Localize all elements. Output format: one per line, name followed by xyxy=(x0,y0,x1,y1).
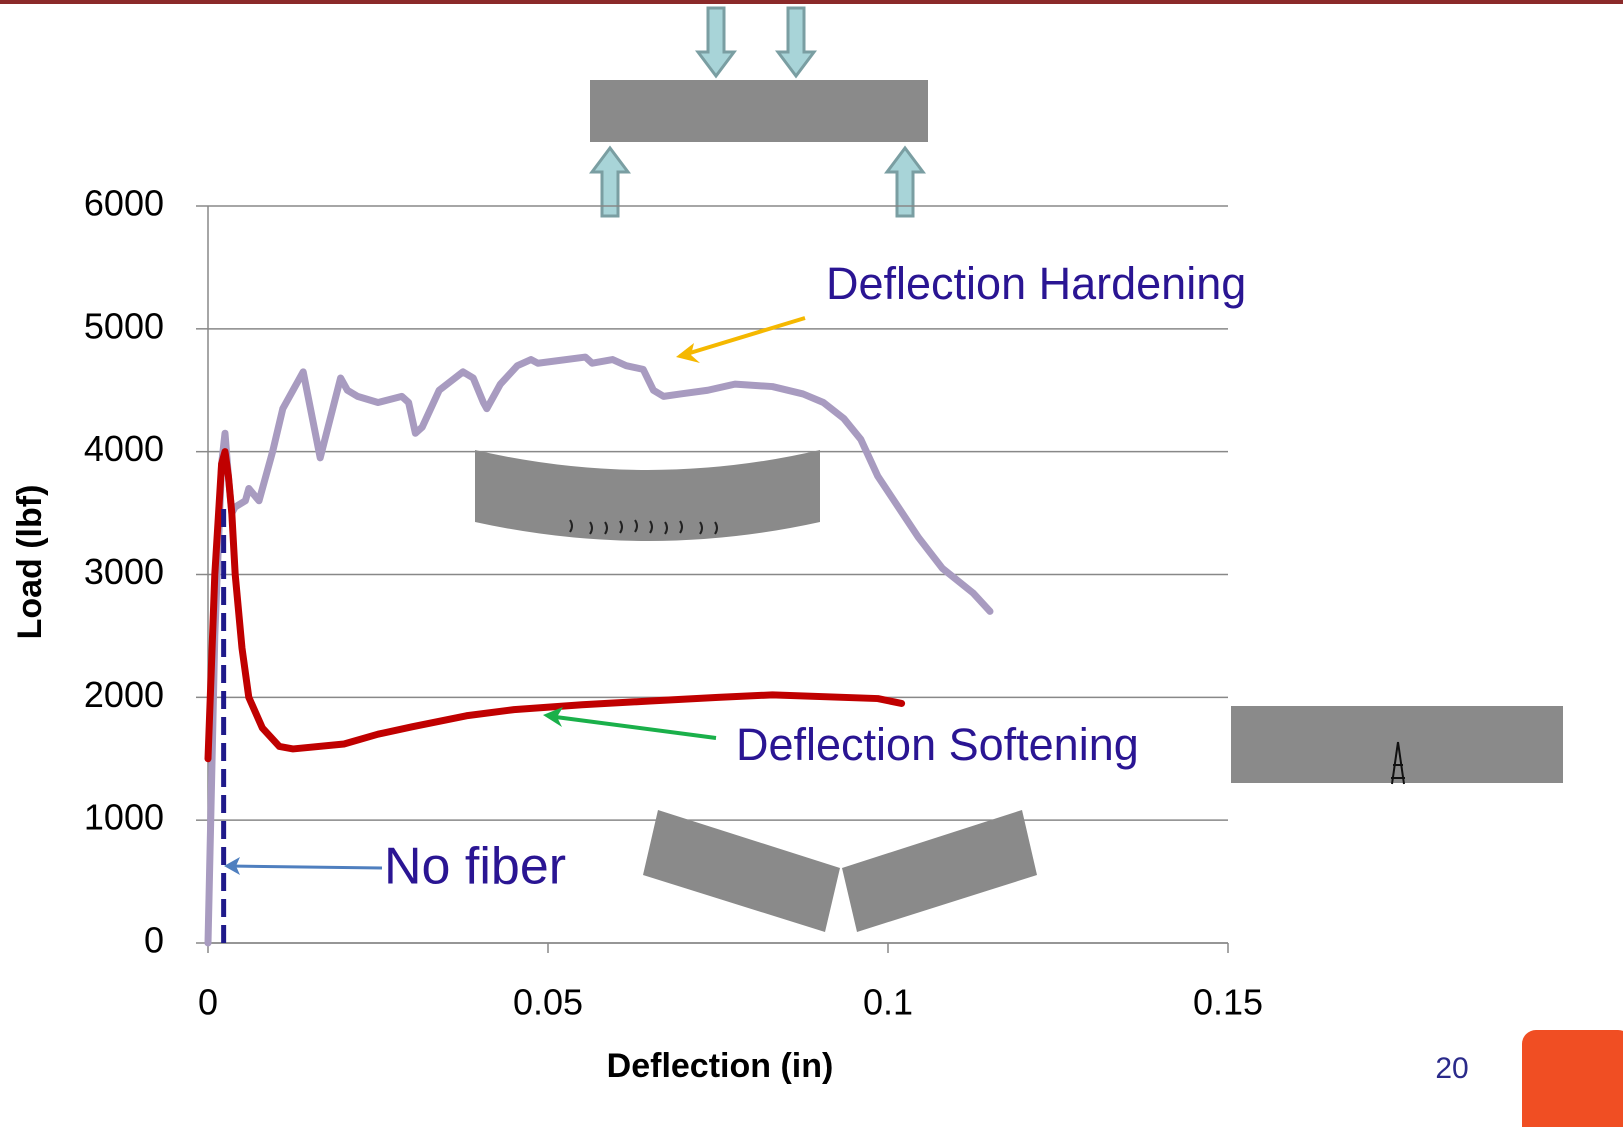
y-tick-label: 5000 xyxy=(84,305,164,346)
slide: 0 1000 2000 3000 4000 5000 6000 0 0.05 0.1 0.15 De… xyxy=(0,0,1623,1127)
y-tick-label: 1000 xyxy=(84,797,164,838)
annotation: Deflection Hardening xyxy=(826,258,1246,309)
y-tick-label: 6000 xyxy=(84,183,164,224)
slide-number: 20 xyxy=(1435,1052,1468,1085)
x-tick-label: 0.1 xyxy=(863,982,913,1023)
y-axis-title: Load (lbf) xyxy=(11,485,49,640)
x-axis-title: Deflection (in) xyxy=(607,1047,834,1085)
x-tick-label: 0.05 xyxy=(513,982,583,1023)
annotation-arrow xyxy=(230,866,382,868)
hardening-specimen xyxy=(475,450,820,541)
x-tick-label: 0.15 xyxy=(1193,982,1263,1023)
annotation: No fiber xyxy=(384,838,566,896)
load-arrow xyxy=(698,8,734,76)
broken-beam xyxy=(643,810,840,932)
annotation: Deflection Softening xyxy=(736,719,1139,770)
corner-logo xyxy=(1522,1030,1623,1127)
load-arrow xyxy=(778,8,814,76)
y-tick-label: 4000 xyxy=(84,428,164,469)
y-tick-label: 3000 xyxy=(84,551,164,592)
annotation-arrow xyxy=(680,318,805,356)
beam-diagram xyxy=(590,8,928,216)
x-tick-label: 0 xyxy=(198,982,218,1023)
series-line xyxy=(208,357,990,943)
annotation-arrow xyxy=(548,716,716,738)
y-tick-label: 2000 xyxy=(84,674,164,715)
top-border xyxy=(0,0,1623,4)
beam xyxy=(590,80,928,142)
broken-beam xyxy=(842,810,1037,932)
y-tick-label: 0 xyxy=(144,920,164,961)
